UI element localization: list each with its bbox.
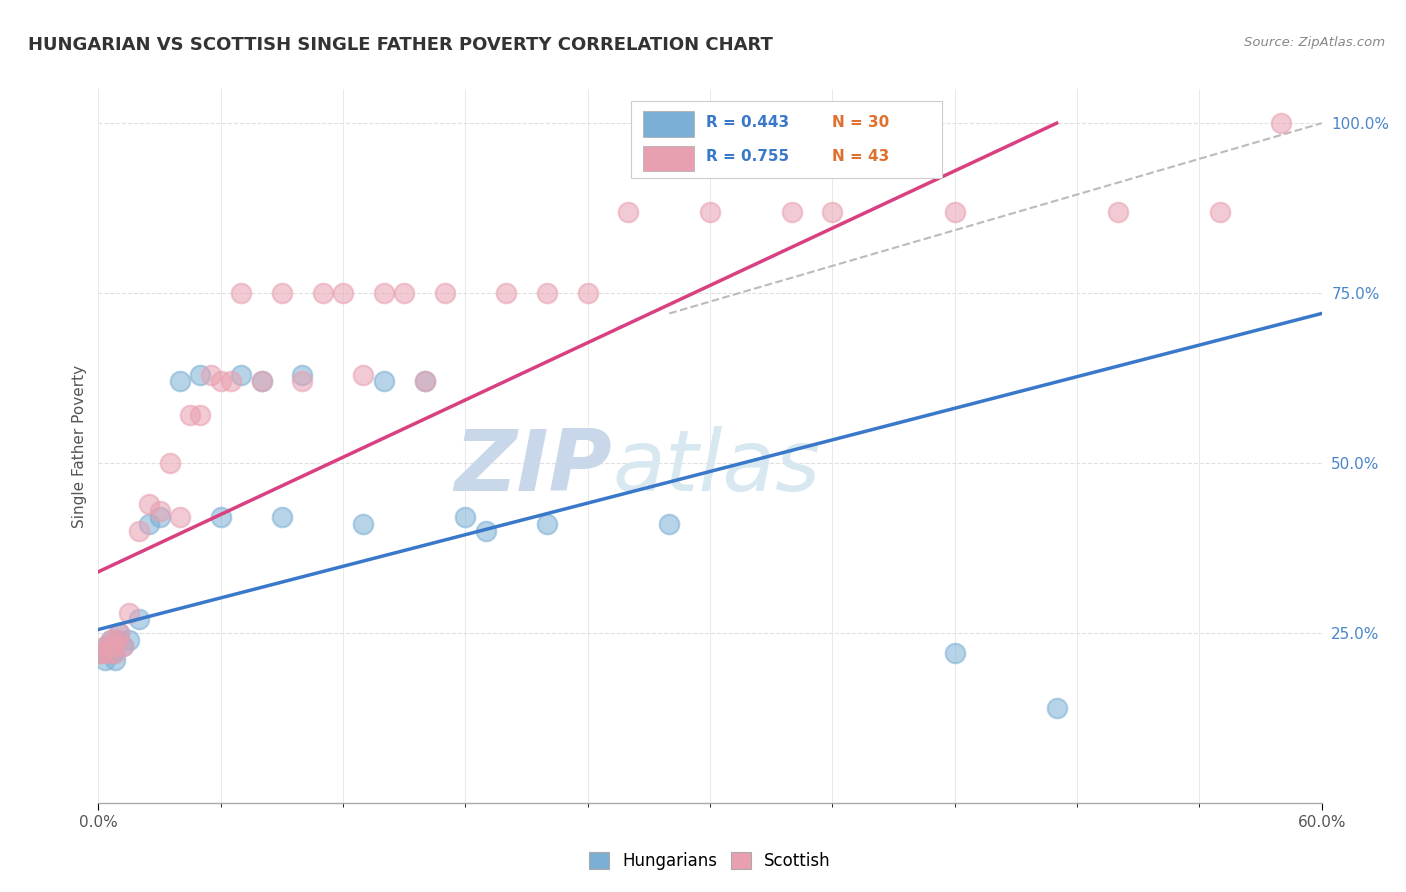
Text: R = 0.755: R = 0.755	[706, 150, 790, 164]
Point	[231, 286, 253, 301]
Point	[100, 632, 122, 647]
Point	[373, 286, 395, 301]
Point	[128, 612, 150, 626]
Point	[188, 368, 212, 382]
Point	[108, 626, 131, 640]
Text: Source: ZipAtlas.com: Source: ZipAtlas.com	[1244, 36, 1385, 49]
Point	[291, 368, 314, 382]
Point	[105, 632, 128, 647]
Point	[231, 368, 253, 382]
Point	[93, 653, 115, 667]
Point	[617, 204, 640, 219]
Point	[332, 286, 354, 301]
Point	[209, 375, 232, 389]
Point	[576, 286, 599, 301]
Point	[1107, 204, 1129, 219]
Text: HUNGARIAN VS SCOTTISH SINGLE FATHER POVERTY CORRELATION CHART: HUNGARIAN VS SCOTTISH SINGLE FATHER POVE…	[28, 36, 773, 54]
Text: R = 0.443: R = 0.443	[706, 115, 790, 130]
Point	[97, 646, 120, 660]
Point	[138, 517, 160, 532]
Point	[89, 646, 111, 660]
Point	[1045, 700, 1069, 714]
Point	[91, 646, 114, 660]
Point	[149, 510, 172, 524]
FancyBboxPatch shape	[643, 145, 695, 171]
Point	[97, 646, 120, 660]
Point	[250, 375, 273, 389]
Point	[89, 646, 111, 660]
Point	[105, 632, 128, 647]
Point	[434, 286, 457, 301]
Point	[159, 456, 181, 470]
Point	[291, 375, 314, 389]
Point	[699, 204, 721, 219]
Point	[821, 204, 844, 219]
Point	[149, 503, 172, 517]
Point	[373, 375, 395, 389]
Point	[108, 626, 131, 640]
Point	[474, 524, 498, 538]
Y-axis label: Single Father Poverty: Single Father Poverty	[72, 365, 87, 527]
Point	[392, 286, 416, 301]
FancyBboxPatch shape	[630, 102, 942, 178]
Point	[536, 286, 558, 301]
Point	[250, 375, 273, 389]
Point	[104, 653, 127, 667]
Text: N = 43: N = 43	[832, 150, 890, 164]
Point	[219, 375, 242, 389]
FancyBboxPatch shape	[643, 112, 695, 137]
Point	[101, 640, 124, 654]
Point	[200, 368, 222, 382]
Point	[352, 368, 374, 382]
Point	[118, 632, 141, 647]
Point	[780, 204, 803, 219]
Point	[454, 510, 477, 524]
Point	[312, 286, 335, 301]
Point	[111, 640, 134, 654]
Point	[128, 524, 150, 538]
Point	[169, 510, 191, 524]
Text: N = 30: N = 30	[832, 115, 890, 130]
Point	[495, 286, 517, 301]
Point	[658, 517, 681, 532]
Point	[188, 409, 212, 423]
Point	[111, 640, 134, 654]
Point	[943, 204, 966, 219]
Point	[169, 375, 191, 389]
Text: atlas: atlas	[612, 425, 820, 509]
Point	[96, 640, 118, 654]
Point	[413, 375, 436, 389]
Point	[536, 517, 558, 532]
Point	[93, 640, 115, 654]
Point	[413, 375, 436, 389]
Point	[118, 606, 141, 620]
Point	[1270, 116, 1292, 130]
Point	[104, 646, 127, 660]
Point	[100, 632, 122, 647]
Point	[352, 517, 374, 532]
Point	[270, 286, 294, 301]
Point	[101, 646, 124, 660]
Point	[209, 510, 232, 524]
Legend: Hungarians, Scottish: Hungarians, Scottish	[582, 845, 838, 877]
Point	[1209, 204, 1232, 219]
Point	[138, 497, 160, 511]
Point	[179, 409, 201, 423]
Point	[270, 510, 294, 524]
Text: ZIP: ZIP	[454, 425, 612, 509]
Point	[943, 646, 966, 660]
